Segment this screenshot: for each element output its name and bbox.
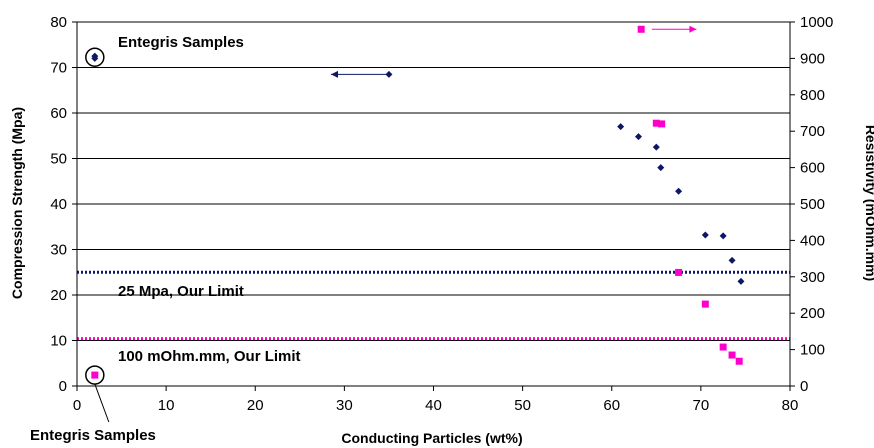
limit-label-resistivity: 100 mOhm.mm, Our Limit xyxy=(118,348,301,365)
strength-point-8 xyxy=(701,231,709,239)
strength-point-7 xyxy=(675,187,683,195)
strength-point-11 xyxy=(737,277,745,285)
resistivity-point-6 xyxy=(719,343,727,351)
arrow-head-1 xyxy=(689,25,697,33)
resistivity-point-4 xyxy=(675,268,683,276)
y-tick-label-7: 70 xyxy=(50,60,67,77)
x-tick-label-8: 80 xyxy=(782,397,799,414)
y-tick-label-8: 80 xyxy=(50,14,67,31)
x-tick-label-0: 0 xyxy=(73,397,81,414)
resistivity-point-3 xyxy=(658,120,666,128)
y2-tick-label-1: 100 xyxy=(800,342,825,359)
x-tick-label-5: 50 xyxy=(514,397,531,414)
x-tick-label-6: 60 xyxy=(603,397,620,414)
y-tick-label-2: 20 xyxy=(50,287,67,304)
strength-point-4 xyxy=(634,133,642,141)
y-tick-label-5: 50 xyxy=(50,151,67,168)
arrow-head-0 xyxy=(331,70,339,78)
sample-circles xyxy=(85,47,110,423)
annotation-entegris-top: Entegris Samples xyxy=(118,34,244,51)
strength-point-10 xyxy=(728,256,736,264)
strength-point-9 xyxy=(719,232,727,240)
y2-tick-label-9: 900 xyxy=(800,50,825,67)
x-tick-label-1: 10 xyxy=(158,397,175,414)
y-tick-label-0: 0 xyxy=(59,378,67,395)
strength-point-1 xyxy=(91,54,99,62)
reference-lines xyxy=(77,270,790,341)
resistivity-point-8 xyxy=(735,357,743,365)
y2-tick-label-10: 1000 xyxy=(800,14,833,31)
y2-tick-label-5: 500 xyxy=(800,196,825,213)
strength-point-6 xyxy=(657,164,665,172)
y2-tick-label-2: 200 xyxy=(800,305,825,322)
y-tick-label-4: 40 xyxy=(50,196,67,213)
limit-label-strength: 25 Mpa, Our Limit xyxy=(118,283,244,300)
annotation-entegris-bottom: Entegris Samples xyxy=(30,427,156,444)
entegris-leader-line xyxy=(94,383,110,423)
x-tick-labels: 0 10 20 30 40 50 60 70 80 xyxy=(73,386,799,414)
resistivity-point-7 xyxy=(728,351,736,359)
y2-axis-title: Resistivity (mOhm.mm) xyxy=(863,125,874,281)
resistivity-point-5 xyxy=(701,300,709,308)
resistivity-point-0 xyxy=(91,371,99,379)
y-tick-labels: 0 10 20 30 40 50 60 70 80 xyxy=(50,14,77,395)
legend-arrows xyxy=(331,25,697,78)
x-tick-label-3: 30 xyxy=(336,397,353,414)
y2-tick-label-6: 600 xyxy=(800,160,825,177)
resistivity-point-2 xyxy=(652,119,660,127)
y2-tick-label-0: 0 xyxy=(800,378,808,395)
x-tick-label-7: 70 xyxy=(693,397,710,414)
y2-tick-label-7: 700 xyxy=(800,123,825,140)
x-tick-label-2: 20 xyxy=(247,397,264,414)
y2-tick-label-8: 800 xyxy=(800,87,825,104)
x-tick-label-4: 40 xyxy=(425,397,442,414)
y2-tick-label-4: 400 xyxy=(800,232,825,249)
entegris-circle-top xyxy=(85,47,105,68)
y-tick-label-1: 10 xyxy=(50,333,67,350)
strength-point-5 xyxy=(652,143,660,151)
resistivity-point-1 xyxy=(637,25,645,33)
y-axis-title: Compression Strength (Mpa) xyxy=(9,107,25,299)
gridlines xyxy=(77,21,790,341)
strength-point-3 xyxy=(617,123,625,131)
x-axis-title: Conducting Particles (wt%) xyxy=(341,430,522,446)
y-tick-label-6: 60 xyxy=(50,105,67,122)
data-points xyxy=(91,25,745,379)
y2-tick-label-3: 300 xyxy=(800,269,825,286)
y-tick-label-3: 30 xyxy=(50,242,67,259)
y2-tick-labels: 0 100 200 300 400 500 600 700 800 900 1000 xyxy=(790,14,833,395)
